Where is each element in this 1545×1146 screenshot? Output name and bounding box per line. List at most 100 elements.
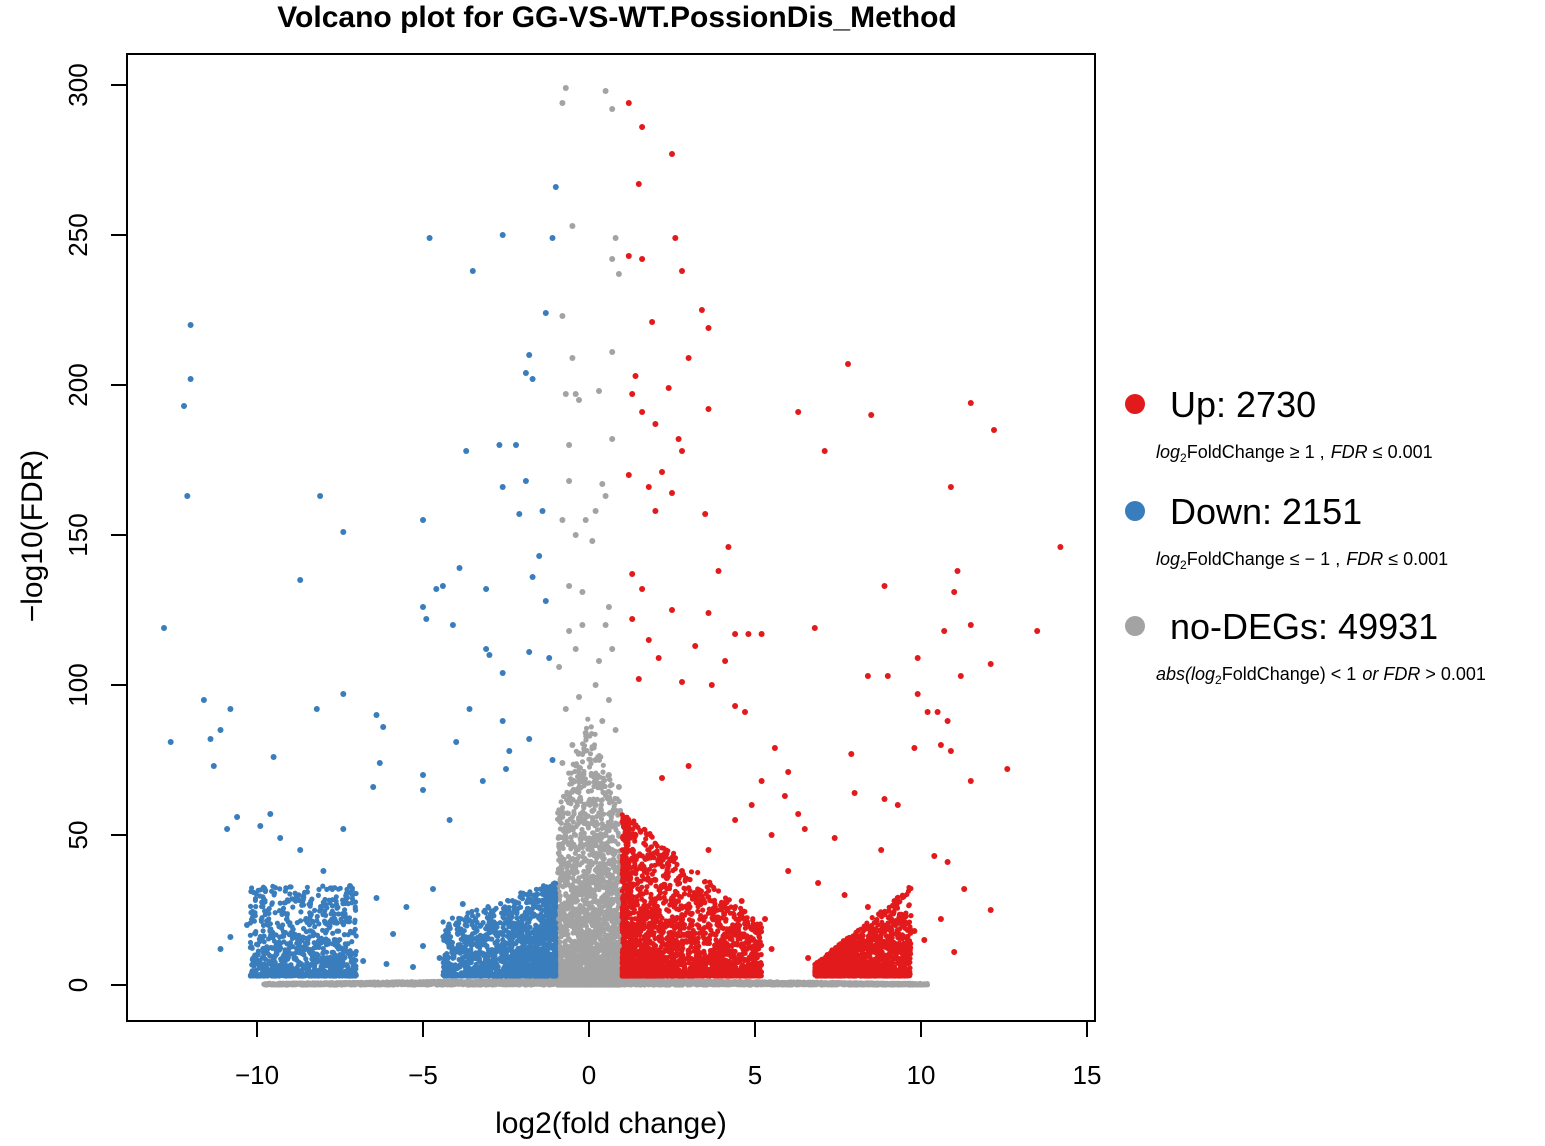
data-point bbox=[692, 643, 699, 649]
data-point bbox=[589, 973, 596, 979]
data-point bbox=[572, 646, 579, 652]
data-point bbox=[781, 793, 788, 799]
x-axis-title: log2(fold change) bbox=[495, 1107, 727, 1140]
data-point bbox=[652, 508, 659, 514]
data-point bbox=[615, 784, 622, 790]
data-point bbox=[698, 307, 705, 313]
data-point bbox=[672, 235, 679, 241]
data-point bbox=[592, 508, 599, 514]
data-point bbox=[566, 628, 573, 634]
legend: Up: 2730 log2FoldChange ≥ 1 , FDR ≤ 0.001 D… bbox=[1125, 384, 1486, 687]
data-point bbox=[771, 745, 778, 751]
data-point bbox=[320, 868, 327, 874]
data-point bbox=[609, 256, 616, 262]
data-point bbox=[609, 436, 616, 442]
data-point bbox=[499, 484, 506, 490]
data-point bbox=[815, 880, 822, 886]
data-point bbox=[277, 835, 284, 841]
data-point bbox=[921, 937, 928, 943]
data-point bbox=[569, 742, 576, 748]
data-point bbox=[576, 397, 582, 403]
data-point bbox=[679, 268, 685, 274]
data-point bbox=[951, 589, 958, 595]
data-point bbox=[645, 484, 652, 490]
data-point bbox=[337, 952, 343, 958]
y-tick-label: 150 bbox=[63, 513, 93, 556]
data-point bbox=[522, 478, 529, 484]
data-point bbox=[187, 376, 194, 382]
data-point bbox=[599, 481, 606, 487]
data-point bbox=[227, 934, 234, 940]
data-point bbox=[217, 946, 224, 952]
data-point bbox=[715, 568, 722, 574]
data-point bbox=[768, 832, 775, 838]
data-point bbox=[576, 694, 582, 700]
data-point bbox=[602, 493, 609, 499]
data-point bbox=[652, 421, 659, 427]
points-layer bbox=[161, 85, 1064, 979]
data-point bbox=[625, 472, 632, 478]
data-point bbox=[566, 478, 573, 484]
data-point bbox=[542, 310, 549, 316]
data-point bbox=[705, 325, 712, 331]
y-tick-label: 100 bbox=[63, 663, 93, 706]
data-point bbox=[705, 406, 712, 412]
data-point bbox=[864, 904, 871, 910]
legend-marker-up bbox=[1125, 394, 1145, 414]
data-point bbox=[645, 637, 652, 643]
data-point bbox=[924, 709, 931, 715]
data-point bbox=[536, 553, 543, 559]
data-point bbox=[632, 373, 639, 379]
y-tick-label: 50 bbox=[63, 821, 93, 850]
x-tick-label: 10 bbox=[907, 1060, 936, 1090]
data-point bbox=[659, 775, 665, 781]
data-point bbox=[914, 655, 921, 661]
data-point bbox=[446, 817, 453, 823]
data-point bbox=[639, 256, 646, 262]
data-point bbox=[436, 955, 443, 961]
data-point bbox=[679, 448, 685, 454]
data-point bbox=[947, 748, 954, 754]
data-point bbox=[805, 955, 812, 961]
data-point bbox=[642, 856, 649, 862]
data-point bbox=[224, 826, 231, 832]
data-point bbox=[483, 646, 490, 652]
data-point bbox=[582, 730, 589, 736]
data-point bbox=[868, 412, 875, 418]
data-point bbox=[732, 631, 739, 637]
data-point bbox=[632, 832, 639, 838]
data-point bbox=[685, 355, 692, 361]
data-point bbox=[599, 961, 606, 967]
data-point bbox=[257, 823, 264, 829]
data-point bbox=[270, 754, 277, 760]
data-point bbox=[227, 706, 234, 712]
data-point bbox=[944, 859, 951, 865]
data-point bbox=[486, 652, 493, 658]
data-point bbox=[589, 808, 596, 814]
data-point bbox=[566, 799, 573, 805]
x-tick-label: −10 bbox=[235, 1060, 279, 1090]
dense-point-cloud bbox=[619, 812, 765, 979]
x-axis: −10 −5 0 5 10 15 bbox=[235, 1020, 1101, 1090]
data-point bbox=[439, 583, 446, 589]
data-point bbox=[187, 322, 194, 328]
data-point bbox=[937, 916, 944, 922]
y-tick-label: 250 bbox=[63, 213, 93, 256]
data-point bbox=[572, 532, 579, 538]
data-point bbox=[559, 100, 566, 106]
data-point bbox=[934, 709, 941, 715]
data-point bbox=[403, 904, 410, 910]
data-point bbox=[679, 679, 685, 685]
data-point bbox=[602, 88, 609, 94]
data-point bbox=[629, 616, 636, 622]
data-point bbox=[639, 409, 646, 415]
data-point bbox=[383, 961, 390, 967]
data-point bbox=[625, 253, 632, 259]
data-point bbox=[559, 760, 566, 766]
data-point bbox=[562, 391, 569, 397]
data-point bbox=[466, 706, 473, 712]
legend-condition: log2FoldChange ≥ 1 , FDR ≤ 0.001 bbox=[1156, 442, 1433, 465]
data-point bbox=[423, 616, 430, 622]
data-point bbox=[884, 964, 891, 970]
